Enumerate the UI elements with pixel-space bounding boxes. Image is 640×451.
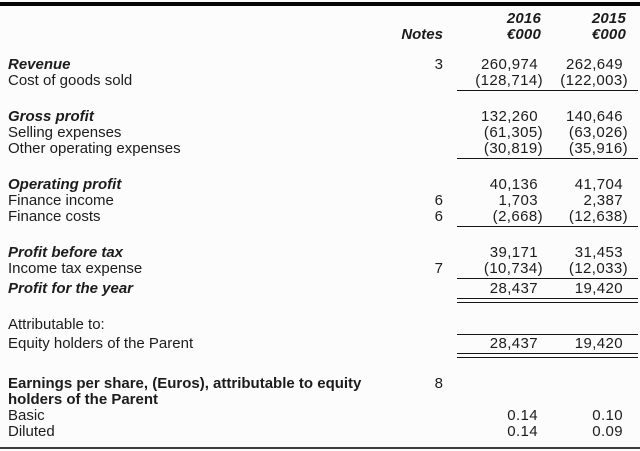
table-rule-row [8,225,638,229]
table-row: Selling expenses (61,305) (63,026) [8,125,628,141]
statement-section: Attributable to: Equity holders of the P… [8,317,638,358]
value-2016-cell: (2,668) [492,208,543,225]
statement-sections: Revenue 3 260,974 262,649 Cost of goods … [8,57,638,440]
value-2015-cell: (122,003) [560,72,628,89]
table-row: Profit for the year 28,437 19,420 [8,281,628,297]
value-2016-cell: (30,819) [483,140,543,157]
row-label: Other operating expenses [8,140,181,157]
value-2015-cell: (12,033) [568,260,628,277]
value-2015-cell: 140,646 [565,108,623,125]
row-label: Finance costs [8,208,101,225]
row-label: Profit for the year [8,280,134,297]
statement-content: Notes 2016 €000 2015 €000 Revenue 3 260,… [8,11,638,440]
table-rule-row [8,157,638,161]
value-2016-cell: 0.14 [507,407,538,424]
year-2015-label: 2015 [591,10,626,27]
value-2016-cell: 0.14 [507,423,538,440]
row-label: Basic [8,407,45,424]
table-row: Gross profit 132,260 140,646 [8,109,628,125]
value-2016-cell: 39,171 [489,244,538,261]
row-label: Revenue [8,56,71,73]
value-2015-cell: 262,649 [565,56,623,73]
table-row: Diluted 0.14 0.09 [8,424,628,440]
row-label: Cost of goods sold [8,72,133,89]
table-row: Earnings per share, (Euros), attributabl… [8,376,628,408]
table-row: Finance income 6 1,703 2,387 [8,193,628,209]
value-2015-cell: 2,387 [583,192,623,209]
row-label: Income tax expense [8,260,143,277]
row-label: Diluted [8,423,55,440]
value-2016-cell: 40,136 [489,176,538,193]
value-2016-cell: (10,734) [483,260,543,277]
table-rule-row [8,352,638,358]
year-2016-label: 2016 [506,10,541,27]
table-header-row: Notes 2016 €000 2015 €000 [8,11,628,43]
column-rule [457,298,638,303]
statement-section: Revenue 3 260,974 262,649 Cost of goods … [8,57,638,93]
value-2016-cell: (61,305) [483,124,543,141]
column-rule [457,353,638,358]
statement-section: Operating profit 40,136 41,704 Finance i… [8,177,638,229]
value-2015-cell: 19,420 [574,280,623,297]
table-rule-row [8,89,638,93]
column-rule [457,226,638,227]
column-rule [457,158,638,159]
value-2016-cell: 1,703 [498,192,538,209]
currency-unit-2016-label: €000 [506,26,541,43]
value-2015-cell: 0.09 [592,423,623,440]
note-cell: 3 [434,56,443,73]
value-2015-cell: 0.10 [592,407,623,424]
table-row: Profit before tax 39,171 31,453 [8,245,628,261]
value-2015-cell: (12,638) [568,208,628,225]
row-label: Earnings per share, (Euros), attributabl… [8,375,362,408]
year-2016-column-header: 2016 €000 [447,11,543,43]
table-row: Income tax expense 7 (10,734) (12,033) [8,261,628,277]
value-2015-cell: 19,420 [574,335,623,352]
notes-header-label: Notes [401,26,443,43]
value-2016-cell: 132,260 [480,108,538,125]
top-border-rule [0,2,640,6]
value-2015-cell: 41,704 [574,176,623,193]
note-cell: 7 [434,260,443,277]
statement-section: Profit before tax 39,171 31,453 Income t… [8,245,638,303]
statement-section: Gross profit 132,260 140,646 Selling exp… [8,109,638,161]
bottom-border-rule [0,447,640,449]
value-2016-cell: (128,714) [475,72,543,89]
row-label: Selling expenses [8,124,122,141]
row-label: Profit before tax [8,244,124,261]
table-row: Operating profit 40,136 41,704 [8,177,628,193]
table-row: Finance costs 6 (2,668) (12,638) [8,209,628,225]
notes-column-header: Notes [397,11,447,43]
value-2015-cell: (35,916) [568,140,628,157]
value-2016-cell: 260,974 [480,56,538,73]
table-rule-row [8,297,638,303]
table-row: Attributable to: [8,317,628,333]
table-row: Cost of goods sold (128,714) (122,003) [8,73,628,89]
column-rule [457,334,638,335]
value-2015-cell: (63,026) [568,124,628,141]
note-cell: 6 [434,208,443,225]
value-2016-cell: 28,437 [489,335,538,352]
note-cell: 6 [434,192,443,209]
row-label: Gross profit [8,108,94,125]
row-label: Attributable to: [8,316,105,333]
row-label: Equity holders of the Parent [8,335,194,352]
row-label: Finance income [8,192,114,209]
currency-unit-2015-label: €000 [591,26,626,43]
row-label: Operating profit [8,176,122,193]
column-rule [457,278,638,279]
value-2016-cell: 28,437 [489,280,538,297]
table-rule-row [8,333,638,336]
table-row: Revenue 3 260,974 262,649 [8,57,628,73]
table-row: Other operating expenses (30,819) (35,91… [8,141,628,157]
table-rule-row [8,277,638,281]
year-2015-column-header: 2015 €000 [543,11,628,43]
value-2015-cell: 31,453 [574,244,623,261]
table-row: Equity holders of the Parent 28,437 19,4… [8,336,628,352]
statement-section: Earnings per share, (Euros), attributabl… [8,376,628,440]
table-row: Basic 0.14 0.10 [8,408,628,424]
column-rule [457,90,638,91]
note-cell: 8 [434,375,443,392]
